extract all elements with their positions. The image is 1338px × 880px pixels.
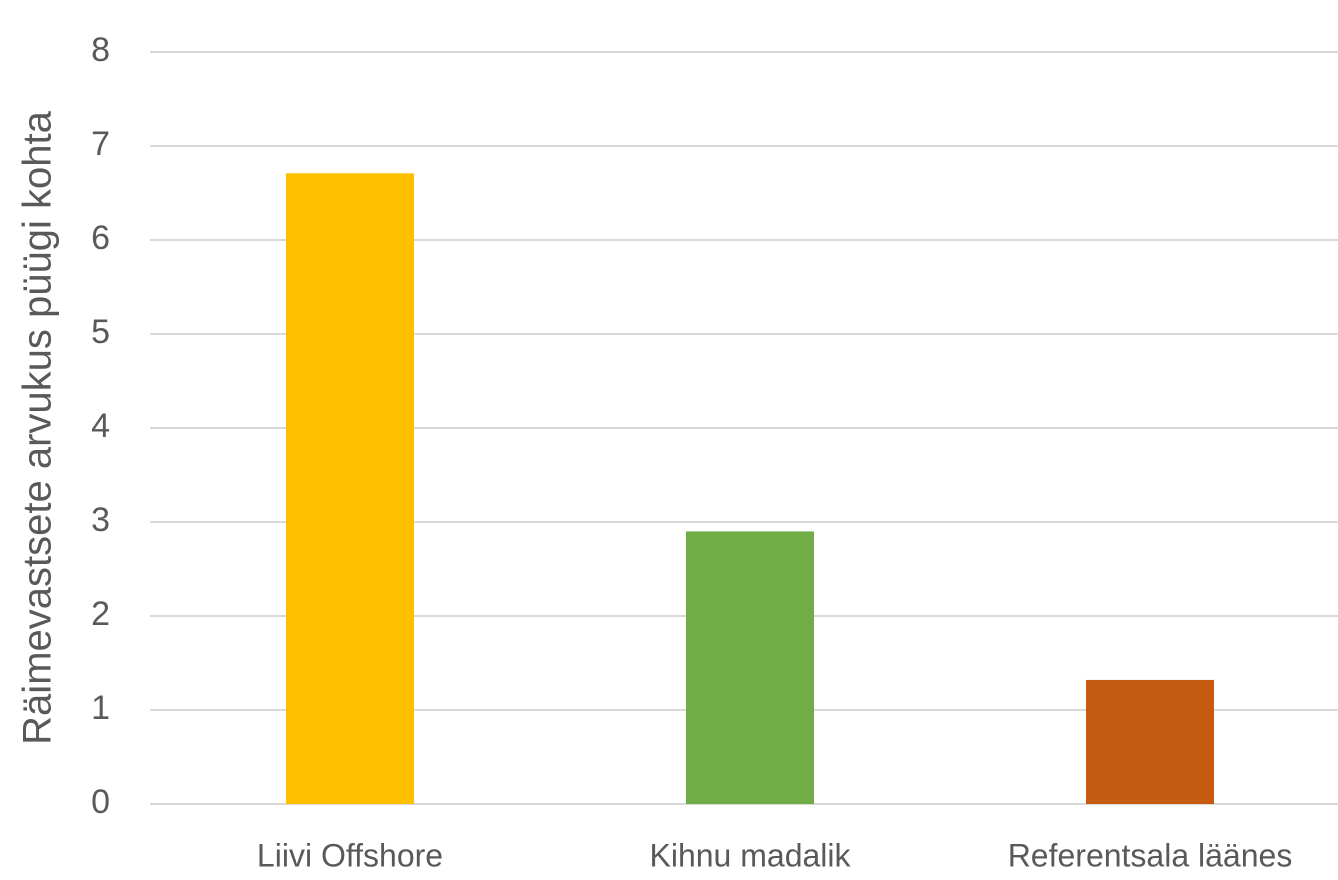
bar	[1086, 679, 1214, 804]
y-tick-label: 8	[91, 31, 110, 69]
y-tick-label: 1	[91, 689, 110, 727]
x-tick-label: Referentsala läänes	[1008, 837, 1293, 873]
y-tick-label: 0	[91, 783, 110, 821]
y-axis-label: Räimevastsete arvukus püügi kohta	[16, 110, 60, 744]
bar	[686, 531, 814, 804]
y-tick-label: 4	[91, 407, 110, 445]
y-tick-label: 6	[91, 219, 110, 257]
y-tick-label: 2	[91, 595, 110, 633]
y-tick-label: 3	[91, 501, 110, 539]
x-tick-label: Liivi Offshore	[257, 837, 443, 873]
bar	[286, 173, 414, 804]
x-tick-label: Kihnu madalik	[650, 837, 852, 873]
y-tick-label: 5	[91, 313, 110, 351]
y-tick-label: 7	[91, 125, 110, 163]
